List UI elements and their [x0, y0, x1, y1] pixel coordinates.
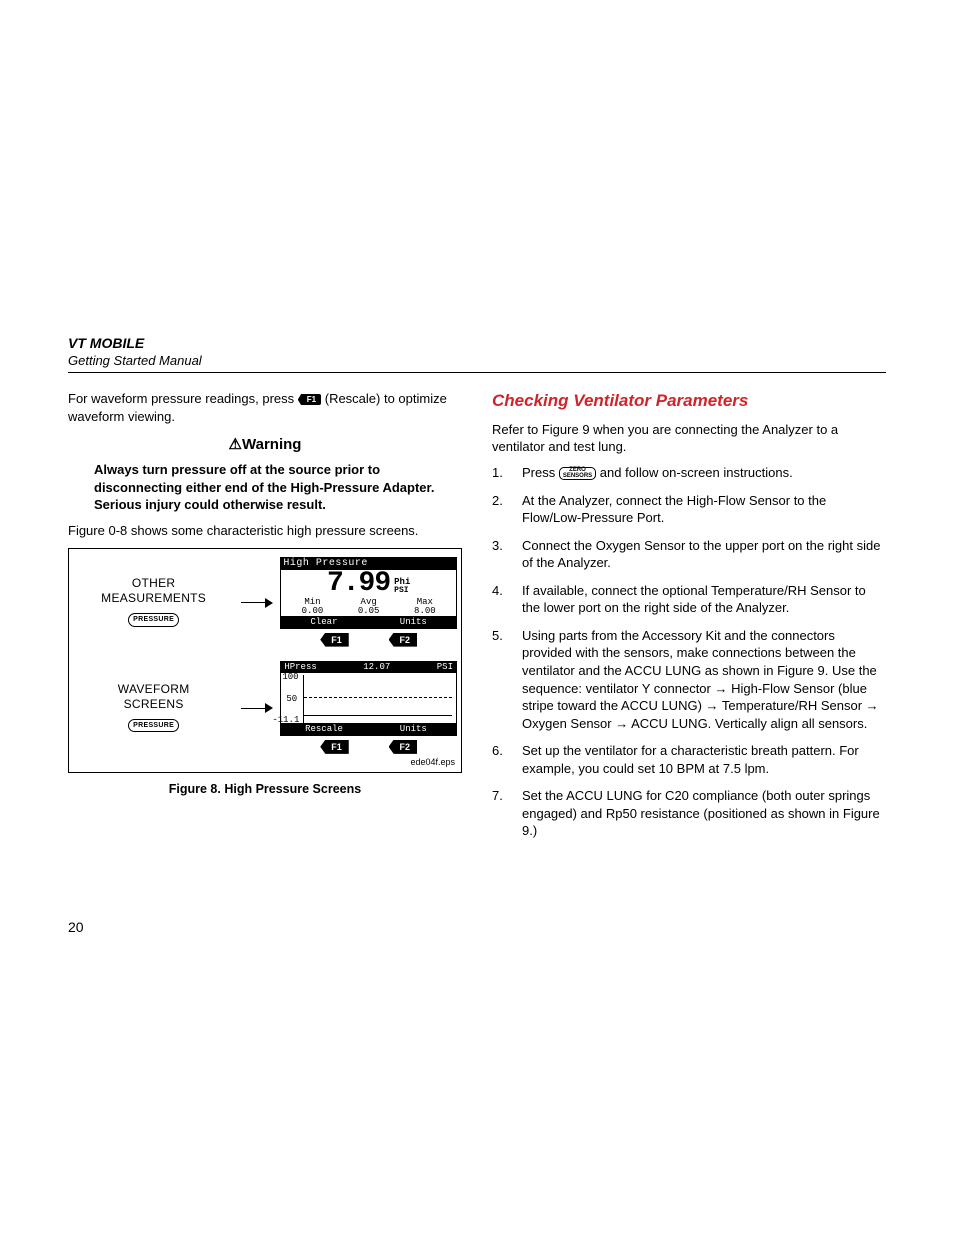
lcd1-v-avg: 0.05	[341, 607, 397, 616]
arrow-head-icon	[265, 598, 273, 608]
other-label-1: OTHER	[132, 576, 176, 590]
lcd2-bottom: Rescale Units	[281, 723, 456, 735]
wave-label-2: SCREENS	[124, 697, 184, 711]
right-intro: Refer to Figure 9 when you are connectin…	[492, 421, 886, 456]
step-7-text: Set the ACCU LUNG for C20 compliance (bo…	[522, 787, 886, 840]
lcd2-rescale: Rescale	[281, 724, 366, 735]
left-column: For waveform pressure readings, press F1…	[68, 390, 462, 850]
section-heading: Checking Ventilator Parameters	[492, 390, 886, 413]
lcd2-y-bot: -11.1	[272, 716, 299, 725]
lcd1-units: Units	[371, 617, 456, 628]
lcd1-f2-key-icon: F2	[389, 633, 418, 647]
lcd1-v-min: 0.00	[284, 607, 340, 616]
step-4-num: 4.	[492, 582, 510, 617]
lcd1-f1-key-icon: F1	[320, 633, 349, 647]
figure-left-waveform: WAVEFORM SCREENS PRESSURE	[73, 682, 234, 732]
lcd1-unit-bot: PSI	[394, 587, 410, 595]
lcd1-clear: Clear	[281, 617, 366, 628]
lcd1-main: 7.99 Phi PSI	[281, 570, 456, 598]
lcd2-zero-line	[304, 715, 452, 716]
step-1-num: 1.	[492, 464, 510, 482]
step-6-text: Set up the ventilator for a characterist…	[522, 742, 886, 777]
step-6: 6. Set up the ventilator for a character…	[492, 742, 886, 777]
lcd1-unit: Phi PSI	[394, 578, 410, 598]
step-2-text: At the Analyzer, connect the High-Flow S…	[522, 492, 886, 527]
step-1-post: and follow on-screen instructions.	[596, 465, 793, 480]
page-header: VT MOBILE Getting Started Manual	[68, 335, 886, 373]
page-number: 20	[68, 919, 84, 935]
step-7: 7. Set the ACCU LUNG for C20 compliance …	[492, 787, 886, 840]
step-3: 3. Connect the Oxygen Sensor to the uppe…	[492, 537, 886, 572]
lcd2-f2-key-icon: F2	[389, 740, 418, 754]
warning-triangle-icon: ⚠	[229, 435, 242, 455]
intro-pre: For waveform pressure readings, press	[68, 391, 298, 406]
lcd2-f1-key-icon: F1	[320, 740, 349, 754]
lcd2-t-right: PSI	[437, 663, 453, 672]
lcd2-fn-row: F1 F2	[280, 738, 457, 754]
lcd2-y-top: 100	[282, 673, 298, 682]
lcd2-y-mid: 50	[286, 695, 297, 704]
figure-lead-text: Figure 0-8 shows some characteristic hig…	[68, 522, 462, 540]
step-6-num: 6.	[492, 742, 510, 777]
lcd2-title: HPress 12.07 PSI	[281, 662, 456, 673]
right-column: Checking Ventilator Parameters Refer to …	[492, 390, 886, 850]
warning-label: Warning	[242, 436, 301, 453]
figure-screen-2: HPress 12.07 PSI 100 50 -11.1	[280, 661, 457, 754]
arrow-line-icon-2	[241, 708, 265, 709]
figure-8-caption: Figure 8. High Pressure Screens	[68, 781, 462, 798]
lcd2-units: Units	[371, 724, 456, 735]
figure-row-waveform: WAVEFORM SCREENS PRESSURE HPress 12.07	[73, 661, 457, 754]
header-subtitle: Getting Started Manual	[68, 353, 886, 368]
figure-8-box: OTHER MEASUREMENTS PRESSURE High Pressur…	[68, 548, 462, 773]
lcd2-waveform-body: 100 50 -11.1	[303, 675, 452, 723]
header-product: VT MOBILE	[68, 335, 886, 351]
pressure-button-1: PRESSURE	[128, 613, 179, 626]
figure-screen-1: High Pressure 7.99 Phi PSI Min Avg	[280, 557, 457, 647]
steps-list: 1. Press ZEROSENSORS and follow on-scree…	[492, 464, 886, 840]
zero-key-bot: SENSORS	[563, 473, 592, 479]
step-1-text: Press ZEROSENSORS and follow on-screen i…	[522, 464, 793, 482]
lcd1-fn-row: F1 F2	[280, 631, 457, 647]
arrow-line-icon	[241, 602, 265, 603]
lcd1-bottom: Clear Units	[281, 616, 456, 628]
step-4-text: If available, connect the optional Tempe…	[522, 582, 886, 617]
wave-label-1: WAVEFORM	[118, 682, 190, 696]
step-5-text: Using parts from the Accessory Kit and t…	[522, 627, 886, 732]
step-4: 4. If available, connect the optional Te…	[492, 582, 886, 617]
lcd-screen-1: High Pressure 7.99 Phi PSI Min Avg	[280, 557, 457, 629]
waveform-label: WAVEFORM SCREENS	[73, 682, 234, 711]
lcd-screen-2: HPress 12.07 PSI 100 50 -11.1	[280, 661, 457, 736]
lcd2-t-left: HPress	[284, 663, 316, 672]
zero-sensors-key-icon: ZEROSENSORS	[559, 467, 596, 480]
step-2: 2. At the Analyzer, connect the High-Flo…	[492, 492, 886, 527]
warning-body: Always turn pressure off at the source p…	[94, 461, 462, 514]
f1-key-icon: F1	[298, 394, 321, 406]
step-7-num: 7.	[492, 787, 510, 840]
warning-heading: ⚠Warning	[68, 435, 462, 455]
lcd2-dash-line	[304, 697, 452, 698]
other-label: OTHER MEASUREMENTS	[73, 576, 234, 605]
step-5-num: 5.	[492, 627, 510, 732]
arrow-1	[234, 589, 280, 613]
lcd1-value: 7.99	[327, 570, 390, 598]
eps-filename: ede04f.eps	[73, 756, 455, 768]
step-3-text: Connect the Oxygen Sensor to the upper p…	[522, 537, 886, 572]
lcd1-values: 0.00 0.05 8.00	[281, 607, 456, 616]
step-1: 1. Press ZEROSENSORS and follow on-scree…	[492, 464, 886, 482]
step-1-pre: Press	[522, 465, 559, 480]
page-container: VT MOBILE Getting Started Manual For wav…	[0, 0, 954, 1235]
step-2-num: 2.	[492, 492, 510, 527]
lcd2-t-mid: 12.07	[363, 663, 390, 672]
content-columns: For waveform pressure readings, press F1…	[68, 390, 886, 850]
figure-row-other: OTHER MEASUREMENTS PRESSURE High Pressur…	[73, 557, 457, 647]
intro-paragraph: For waveform pressure readings, press F1…	[68, 390, 462, 425]
pressure-button-2: PRESSURE	[128, 719, 179, 732]
step-5: 5. Using parts from the Accessory Kit an…	[492, 627, 886, 732]
figure-left-other: OTHER MEASUREMENTS PRESSURE	[73, 576, 234, 626]
lcd1-v-max: 8.00	[397, 607, 453, 616]
arrow-head-icon-2	[265, 703, 273, 713]
step-3-num: 3.	[492, 537, 510, 572]
other-label-2: MEASUREMENTS	[101, 591, 206, 605]
